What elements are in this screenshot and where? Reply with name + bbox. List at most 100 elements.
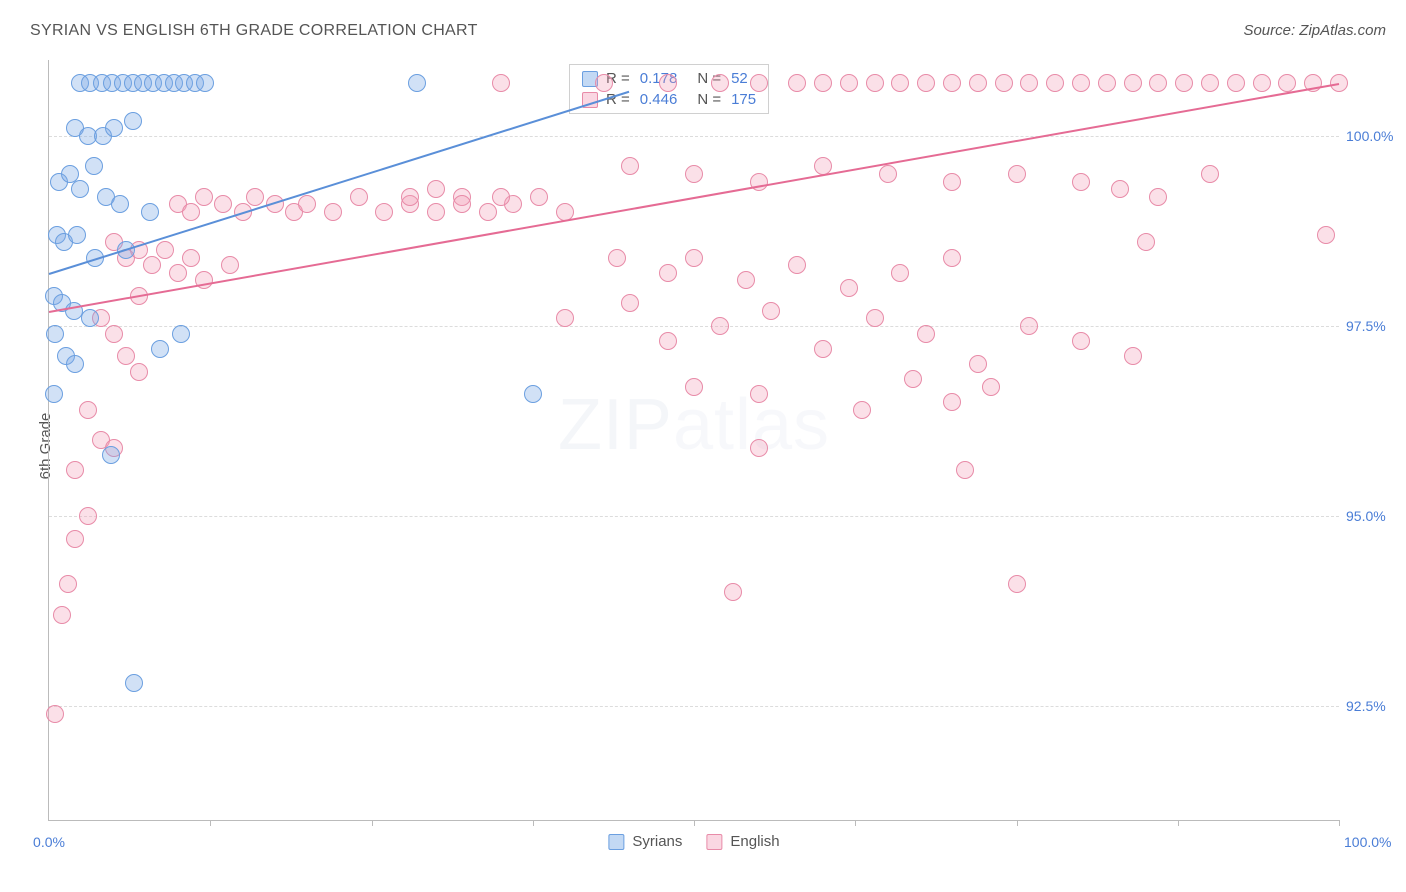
y-tick-label: 100.0%: [1346, 128, 1401, 144]
data-point: [530, 188, 548, 206]
data-point: [814, 74, 832, 92]
x-tick: [210, 820, 211, 826]
x-tick: [1017, 820, 1018, 826]
data-point: [659, 74, 677, 92]
data-point: [1330, 74, 1348, 92]
data-point: [943, 249, 961, 267]
data-point: [479, 203, 497, 221]
data-point: [711, 317, 729, 335]
data-point: [524, 385, 542, 403]
legend-n-val-syrians: 52: [731, 70, 748, 87]
data-point: [1111, 180, 1129, 198]
legend-swatch-pink: [706, 834, 722, 850]
data-point: [130, 363, 148, 381]
x-tick: [372, 820, 373, 826]
data-point: [1253, 74, 1271, 92]
data-point: [1149, 74, 1167, 92]
data-point: [401, 188, 419, 206]
data-point: [1124, 347, 1142, 365]
data-point: [943, 393, 961, 411]
data-point: [1175, 74, 1193, 92]
data-point: [1227, 74, 1245, 92]
data-point: [750, 385, 768, 403]
data-point: [324, 203, 342, 221]
data-point: [1149, 188, 1167, 206]
data-point: [427, 203, 445, 221]
data-point: [79, 507, 97, 525]
x-tick: [855, 820, 856, 826]
y-gridline: [49, 326, 1339, 327]
data-point: [141, 203, 159, 221]
data-point: [196, 74, 214, 92]
data-point: [724, 583, 742, 601]
data-point: [995, 74, 1013, 92]
data-point: [79, 401, 97, 419]
data-point: [125, 674, 143, 692]
data-point: [1072, 332, 1090, 350]
data-point: [917, 74, 935, 92]
data-point: [408, 74, 426, 92]
data-point: [659, 264, 677, 282]
x-tick: [533, 820, 534, 826]
data-point: [172, 325, 190, 343]
data-point: [750, 74, 768, 92]
data-point: [45, 385, 63, 403]
data-point: [917, 325, 935, 343]
data-point: [85, 157, 103, 175]
data-point: [117, 347, 135, 365]
scatter-plot: ZIPatlas R = 0.178 N = 52 R = 0.446 N = …: [48, 60, 1339, 821]
legend-item-english: English: [706, 833, 779, 850]
x-tick: [694, 820, 695, 826]
data-point: [221, 256, 239, 274]
data-point: [814, 340, 832, 358]
legend-label-syrians: Syrians: [632, 833, 682, 850]
data-point: [969, 355, 987, 373]
data-point: [1020, 74, 1038, 92]
data-point: [1046, 74, 1064, 92]
data-point: [608, 249, 626, 267]
data-point: [124, 112, 142, 130]
data-point: [1098, 74, 1116, 92]
x-tick: [1178, 820, 1179, 826]
data-point: [866, 309, 884, 327]
data-point: [840, 74, 858, 92]
x-axis-max-label: 100.0%: [1344, 834, 1399, 850]
data-point: [943, 173, 961, 191]
data-point: [891, 74, 909, 92]
data-point: [969, 74, 987, 92]
data-point: [195, 188, 213, 206]
legend-n-val-english: 175: [731, 91, 756, 108]
y-gridline: [49, 706, 1339, 707]
data-point: [685, 249, 703, 267]
data-point: [1072, 74, 1090, 92]
data-point: [66, 530, 84, 548]
data-point: [182, 249, 200, 267]
data-point: [46, 325, 64, 343]
data-point: [246, 188, 264, 206]
data-point: [1278, 74, 1296, 92]
data-point: [762, 302, 780, 320]
y-tick-label: 95.0%: [1346, 508, 1401, 524]
data-point: [750, 439, 768, 457]
data-point: [105, 119, 123, 137]
watermark: ZIPatlas: [558, 384, 830, 466]
data-point: [595, 74, 613, 92]
data-point: [1124, 74, 1142, 92]
y-gridline: [49, 136, 1339, 137]
data-point: [1317, 226, 1335, 244]
data-point: [556, 309, 574, 327]
legend-label-english: English: [730, 833, 779, 850]
data-point: [81, 309, 99, 327]
data-point: [956, 461, 974, 479]
data-point: [879, 165, 897, 183]
y-tick-label: 97.5%: [1346, 318, 1401, 334]
data-point: [904, 370, 922, 388]
data-point: [982, 378, 1000, 396]
data-point: [66, 461, 84, 479]
data-point: [737, 271, 755, 289]
watermark-zip: ZIP: [558, 385, 673, 465]
data-point: [182, 203, 200, 221]
legend-n-label: N =: [697, 91, 721, 108]
data-point: [621, 294, 639, 312]
y-gridline: [49, 516, 1339, 517]
